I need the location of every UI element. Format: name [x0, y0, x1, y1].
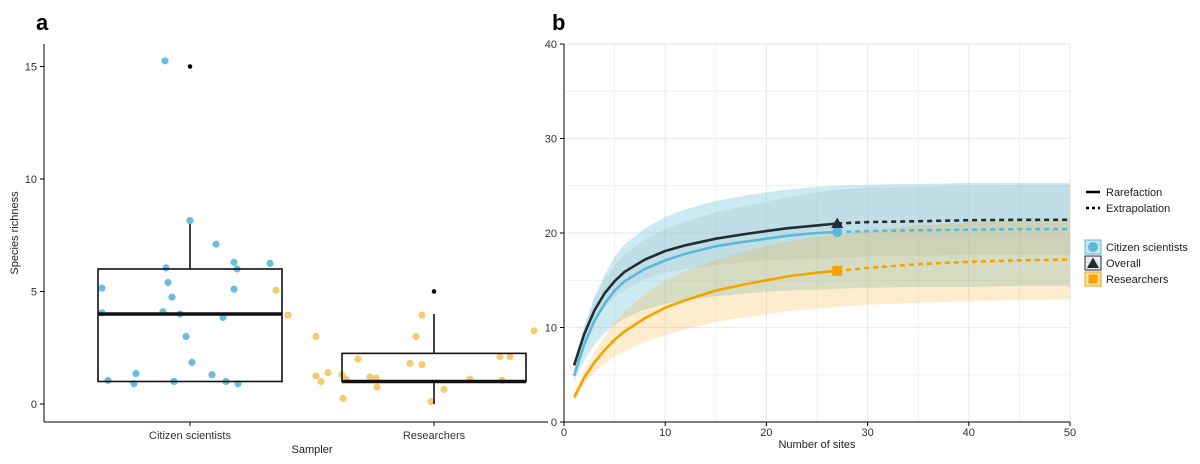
panel-a-outlier	[431, 289, 437, 294]
panel-a-point	[366, 373, 374, 381]
panel-a-point	[339, 394, 347, 402]
panel-b-marker-researchers-square	[832, 265, 843, 276]
panel-a-point	[98, 284, 106, 292]
panel-b-y-tick-label: 30	[545, 134, 557, 146]
panel-b-y-tick-label: 20	[545, 228, 557, 240]
legend-overall-label: Overall	[1106, 258, 1141, 270]
panel-a-point	[440, 385, 448, 393]
legend-overall-triangle-icon	[1087, 257, 1099, 268]
panel-a-x-tick-label: Researchers	[403, 430, 466, 442]
panel-a-point	[406, 359, 414, 368]
panel-a-point	[182, 332, 190, 341]
panel-a-point	[272, 286, 280, 294]
panel-a-point	[161, 57, 169, 65]
panel-a-point	[230, 285, 238, 293]
panel-b-line-rarefaction-researchers	[572, 269, 838, 398]
panel-b-y-tick-label: 0	[551, 417, 557, 429]
panel-b-x-tick-label: 20	[760, 427, 772, 439]
panel-b-ribbons	[574, 182, 1070, 401]
panel-a-x-ticks: Citizen scientists Researchers	[149, 422, 466, 442]
panel-b-ribbon-researchers	[574, 219, 1070, 401]
panel-b-x-tick-label: 40	[963, 427, 975, 439]
panel-a-y-axis-title: Species richness	[9, 191, 21, 275]
panel-b-ribbon-overall	[574, 184, 1070, 371]
panel-a-point	[186, 217, 194, 225]
panel-a-point	[168, 293, 176, 301]
panel-a-point	[418, 311, 426, 319]
panel-a-y-tick-label: 10	[25, 174, 37, 186]
panel-a: a 0 5 10 15 Citizen scientists Researchers S…	[9, 10, 548, 456]
panel-a-y-tick-label: 15	[25, 62, 37, 74]
legend-groups: Citizen scientists Overall Researchers	[1084, 239, 1188, 287]
panel-b-x-tick-label: 50	[1064, 427, 1076, 439]
panel-b-line-extrapolation-researchers	[837, 258, 1071, 273]
panel-b-y-tick-label: 10	[545, 323, 557, 335]
panel-a-point	[164, 278, 172, 287]
panel-a-point	[312, 372, 320, 380]
panel-a-point	[266, 259, 274, 267]
panel-a-point	[132, 370, 140, 378]
panel-a-y-tick-label: 5	[31, 287, 37, 299]
panel-a-x-tick-label: Citizen scientists	[149, 430, 231, 442]
panel-a-boxes	[97, 64, 527, 404]
panel-b-line-extrapolation-overall	[837, 218, 1070, 225]
panel-a-point	[162, 264, 170, 272]
panel-a-point	[312, 332, 320, 341]
panel-b-x-ticks: 0 10 20 30 40 50	[561, 422, 1076, 439]
panel-a-point	[530, 327, 538, 335]
panel-a-point	[230, 258, 238, 266]
panel-a-point	[188, 358, 196, 366]
panel-b-y-tick-label: 40	[545, 39, 557, 51]
panel-b-line-rarefaction-citizen-scientists	[572, 230, 838, 377]
panel-b-label: b	[552, 10, 565, 35]
panel-a-point	[208, 371, 216, 379]
panel-a-outlier	[187, 64, 193, 69]
panel-b-line-extrapolation-citizen-scientists	[837, 227, 1070, 234]
panel-a-point	[373, 383, 381, 391]
panel-b-x-tick-label: 0	[561, 427, 567, 439]
panel-a-axes	[43, 44, 548, 423]
panel-a-point	[412, 332, 420, 341]
panel-a-point	[418, 361, 426, 369]
legend-researchers-label: Researchers	[1106, 274, 1169, 286]
panel-b-marker-overall-triangle	[831, 217, 844, 229]
panel-a-box	[97, 268, 283, 383]
panel-a-point	[317, 377, 325, 386]
legend-citizen-label: Citizen scientists	[1106, 242, 1188, 254]
panel-a-x-axis-title: Sampler	[292, 444, 333, 456]
legend-rarefaction-label: Rarefaction	[1106, 187, 1162, 199]
legend-method: Rarefaction Extrapolation	[1086, 187, 1170, 215]
panel-a-point	[212, 240, 220, 248]
panel-b-ribbon-citizen-scientists	[574, 182, 1070, 382]
panel-a-point	[496, 353, 504, 361]
panel-a-point	[324, 368, 332, 377]
panel-a-point	[104, 376, 112, 384]
panel-a-label: a	[36, 10, 49, 35]
panel-a-y-ticks: 0 5 10 15	[25, 62, 44, 411]
panel-a-point	[284, 311, 292, 319]
panel-a-point	[427, 398, 435, 406]
panel-b-markers	[831, 217, 844, 276]
panel-b-line-rarefaction-overall	[572, 222, 838, 366]
legend-researchers-square-icon	[1088, 274, 1098, 284]
panel-b-lines	[572, 218, 1071, 398]
panel-b-marker-citizen-circle	[832, 227, 843, 238]
legend-extrapolation-label: Extrapolation	[1106, 203, 1170, 215]
panel-b-x-tick-label: 30	[861, 427, 873, 439]
panel-b-x-tick-label: 10	[659, 427, 671, 439]
panel-b-y-ticks: 0 10 20 30 40	[545, 39, 564, 429]
panel-b-x-axis-title: Number of sites	[778, 439, 856, 451]
panel-a-point	[354, 355, 362, 363]
panel-a-point	[506, 353, 514, 361]
panel-b-grid	[564, 43, 1071, 422]
legend-citizen-circle-icon	[1088, 242, 1098, 252]
panel-a-y-tick-label: 0	[31, 399, 37, 411]
